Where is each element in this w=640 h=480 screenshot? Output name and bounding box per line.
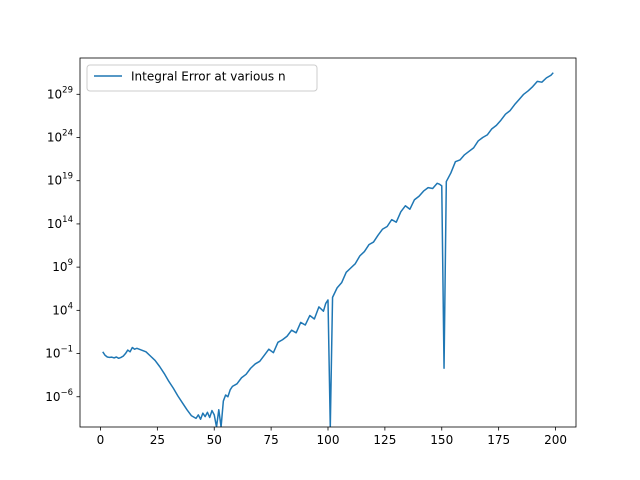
plot-area [80, 58, 576, 427]
x-axis-ticks: 0 25 50 75 100 125 150 175 200 [97, 427, 567, 447]
series-line-integral-error [102, 72, 554, 427]
y-tick-label: 1029 [47, 85, 73, 101]
y-tick-base: 10 [47, 174, 62, 188]
y-tick-label: 1019 [47, 172, 73, 188]
y-tick-exponent: 14 [62, 215, 73, 225]
y-tick-label: 109 [52, 258, 73, 274]
y-tick-label: 104 [52, 301, 73, 317]
x-tick-label: 25 [150, 433, 165, 447]
y-tick-base: 10 [47, 131, 62, 145]
y-tick-exponent: −1 [60, 345, 73, 355]
series-layer [102, 72, 554, 427]
y-tick-base: 10 [47, 217, 62, 231]
y-tick-base: 10 [52, 303, 67, 317]
x-tick-label: 0 [97, 433, 105, 447]
plot-frame [79, 57, 577, 428]
y-tick-exponent: −6 [60, 388, 73, 398]
x-tick-label: 200 [544, 433, 567, 447]
x-tick-label: 75 [263, 433, 278, 447]
y-tick-base: 10 [45, 390, 60, 404]
legend-box [86, 64, 318, 92]
y-tick-label: 1014 [47, 215, 73, 231]
legend: Integral Error at various n [86, 64, 318, 92]
y-tick-exponent: 9 [68, 258, 73, 268]
x-tick-label: 50 [207, 433, 222, 447]
x-tick-label: 150 [430, 433, 453, 447]
x-tick-label: 175 [487, 433, 510, 447]
x-tick-label: 125 [373, 433, 396, 447]
y-tick-exponent: 19 [62, 172, 73, 182]
y-tick-label: 10−1 [45, 345, 73, 361]
y-tick-label: 1024 [47, 129, 73, 145]
x-tick-label: 100 [317, 433, 340, 447]
y-tick-base: 10 [47, 87, 62, 101]
y-tick-label: 10−6 [45, 388, 73, 404]
y-tick-exponent: 24 [62, 129, 73, 139]
y-tick-exponent: 4 [68, 301, 73, 311]
y-tick-base: 10 [45, 347, 60, 361]
y-tick-exponent: 29 [62, 85, 73, 95]
legend-label: Integral Error at various n [131, 70, 286, 84]
y-tick-base: 10 [52, 260, 67, 274]
